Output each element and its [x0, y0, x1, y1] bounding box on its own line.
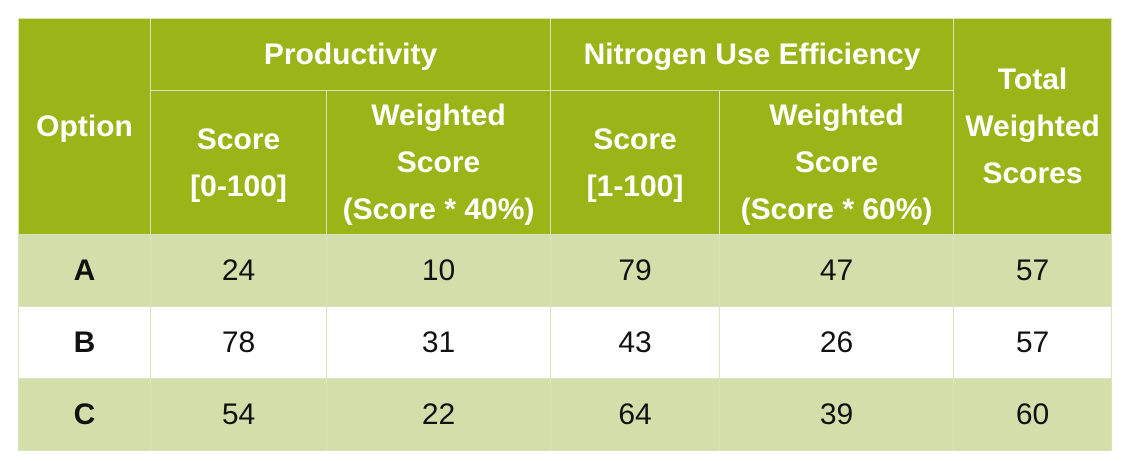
option-cell: A: [18, 234, 151, 307]
header-line: [1-100]: [586, 169, 684, 203]
productivity-weighted-cell: 31: [326, 306, 551, 379]
productivity-weighted-cell: 10: [326, 234, 551, 307]
productivity-weighted-score-header: Weighted Score (Score * 40%): [326, 90, 551, 235]
nue-score-cell: 43: [550, 306, 720, 379]
header-row-subcolumns: Score [0-100] Weighted Score (Score * 40…: [19, 90, 1112, 235]
header-line: (Score * 60%): [740, 193, 933, 226]
total-weighted-cell: 60: [953, 378, 1113, 451]
header-line: [0-100]: [190, 169, 287, 203]
header-line: Weighted: [769, 99, 904, 132]
productivity-score-cell: 78: [150, 306, 327, 379]
total-weighted-scores-header: Total Weighted Scores: [953, 18, 1113, 235]
header-line: Score: [593, 122, 677, 156]
option-cell: B: [18, 306, 151, 379]
nitrogen-use-efficiency-header: Nitrogen Use Efficiency: [549, 18, 955, 91]
header-line: Total: [997, 63, 1068, 96]
option-header: Option: [18, 18, 151, 235]
nue-weighted-cell: 39: [718, 378, 955, 451]
total-weighted-cell: 57: [953, 306, 1113, 379]
nue-score-header: Score [1-100]: [550, 90, 720, 235]
productivity-weighted-cell: 22: [326, 378, 551, 451]
nue-score-cell: 79: [550, 234, 720, 307]
header-line: (Score * 40%): [342, 193, 535, 226]
productivity-header: Productivity: [150, 18, 551, 91]
productivity-score-header: Score [0-100]: [150, 90, 327, 235]
header-row-groups: Option Productivity Nitrogen Use Efficie…: [18, 18, 1113, 235]
nue-score-cell: 64: [550, 378, 720, 451]
table-row-b: B 78 31 43 26 57: [18, 306, 1113, 379]
option-cell: C: [18, 378, 151, 451]
header-line: Score: [196, 122, 281, 156]
header-line: Score: [794, 146, 879, 179]
header-line: Score: [396, 146, 481, 179]
weighted-scores-table: Option Productivity Nitrogen Use Efficie…: [18, 18, 1113, 451]
header-line: Weighted: [371, 99, 506, 132]
productivity-score-cell: 24: [150, 234, 327, 307]
table-row-c: C 54 22 64 39 60: [18, 378, 1113, 451]
nue-weighted-cell: 26: [718, 306, 955, 379]
nue-weighted-cell: 47: [718, 234, 955, 307]
total-weighted-cell: 57: [953, 234, 1113, 307]
header-line: Weighted: [965, 110, 1100, 143]
productivity-score-cell: 54: [150, 378, 327, 451]
header-line: Scores: [982, 157, 1083, 190]
table-row-a: A 24 10 79 47 57: [18, 234, 1113, 307]
nue-weighted-score-header: Weighted Score (Score * 60%): [718, 90, 955, 235]
